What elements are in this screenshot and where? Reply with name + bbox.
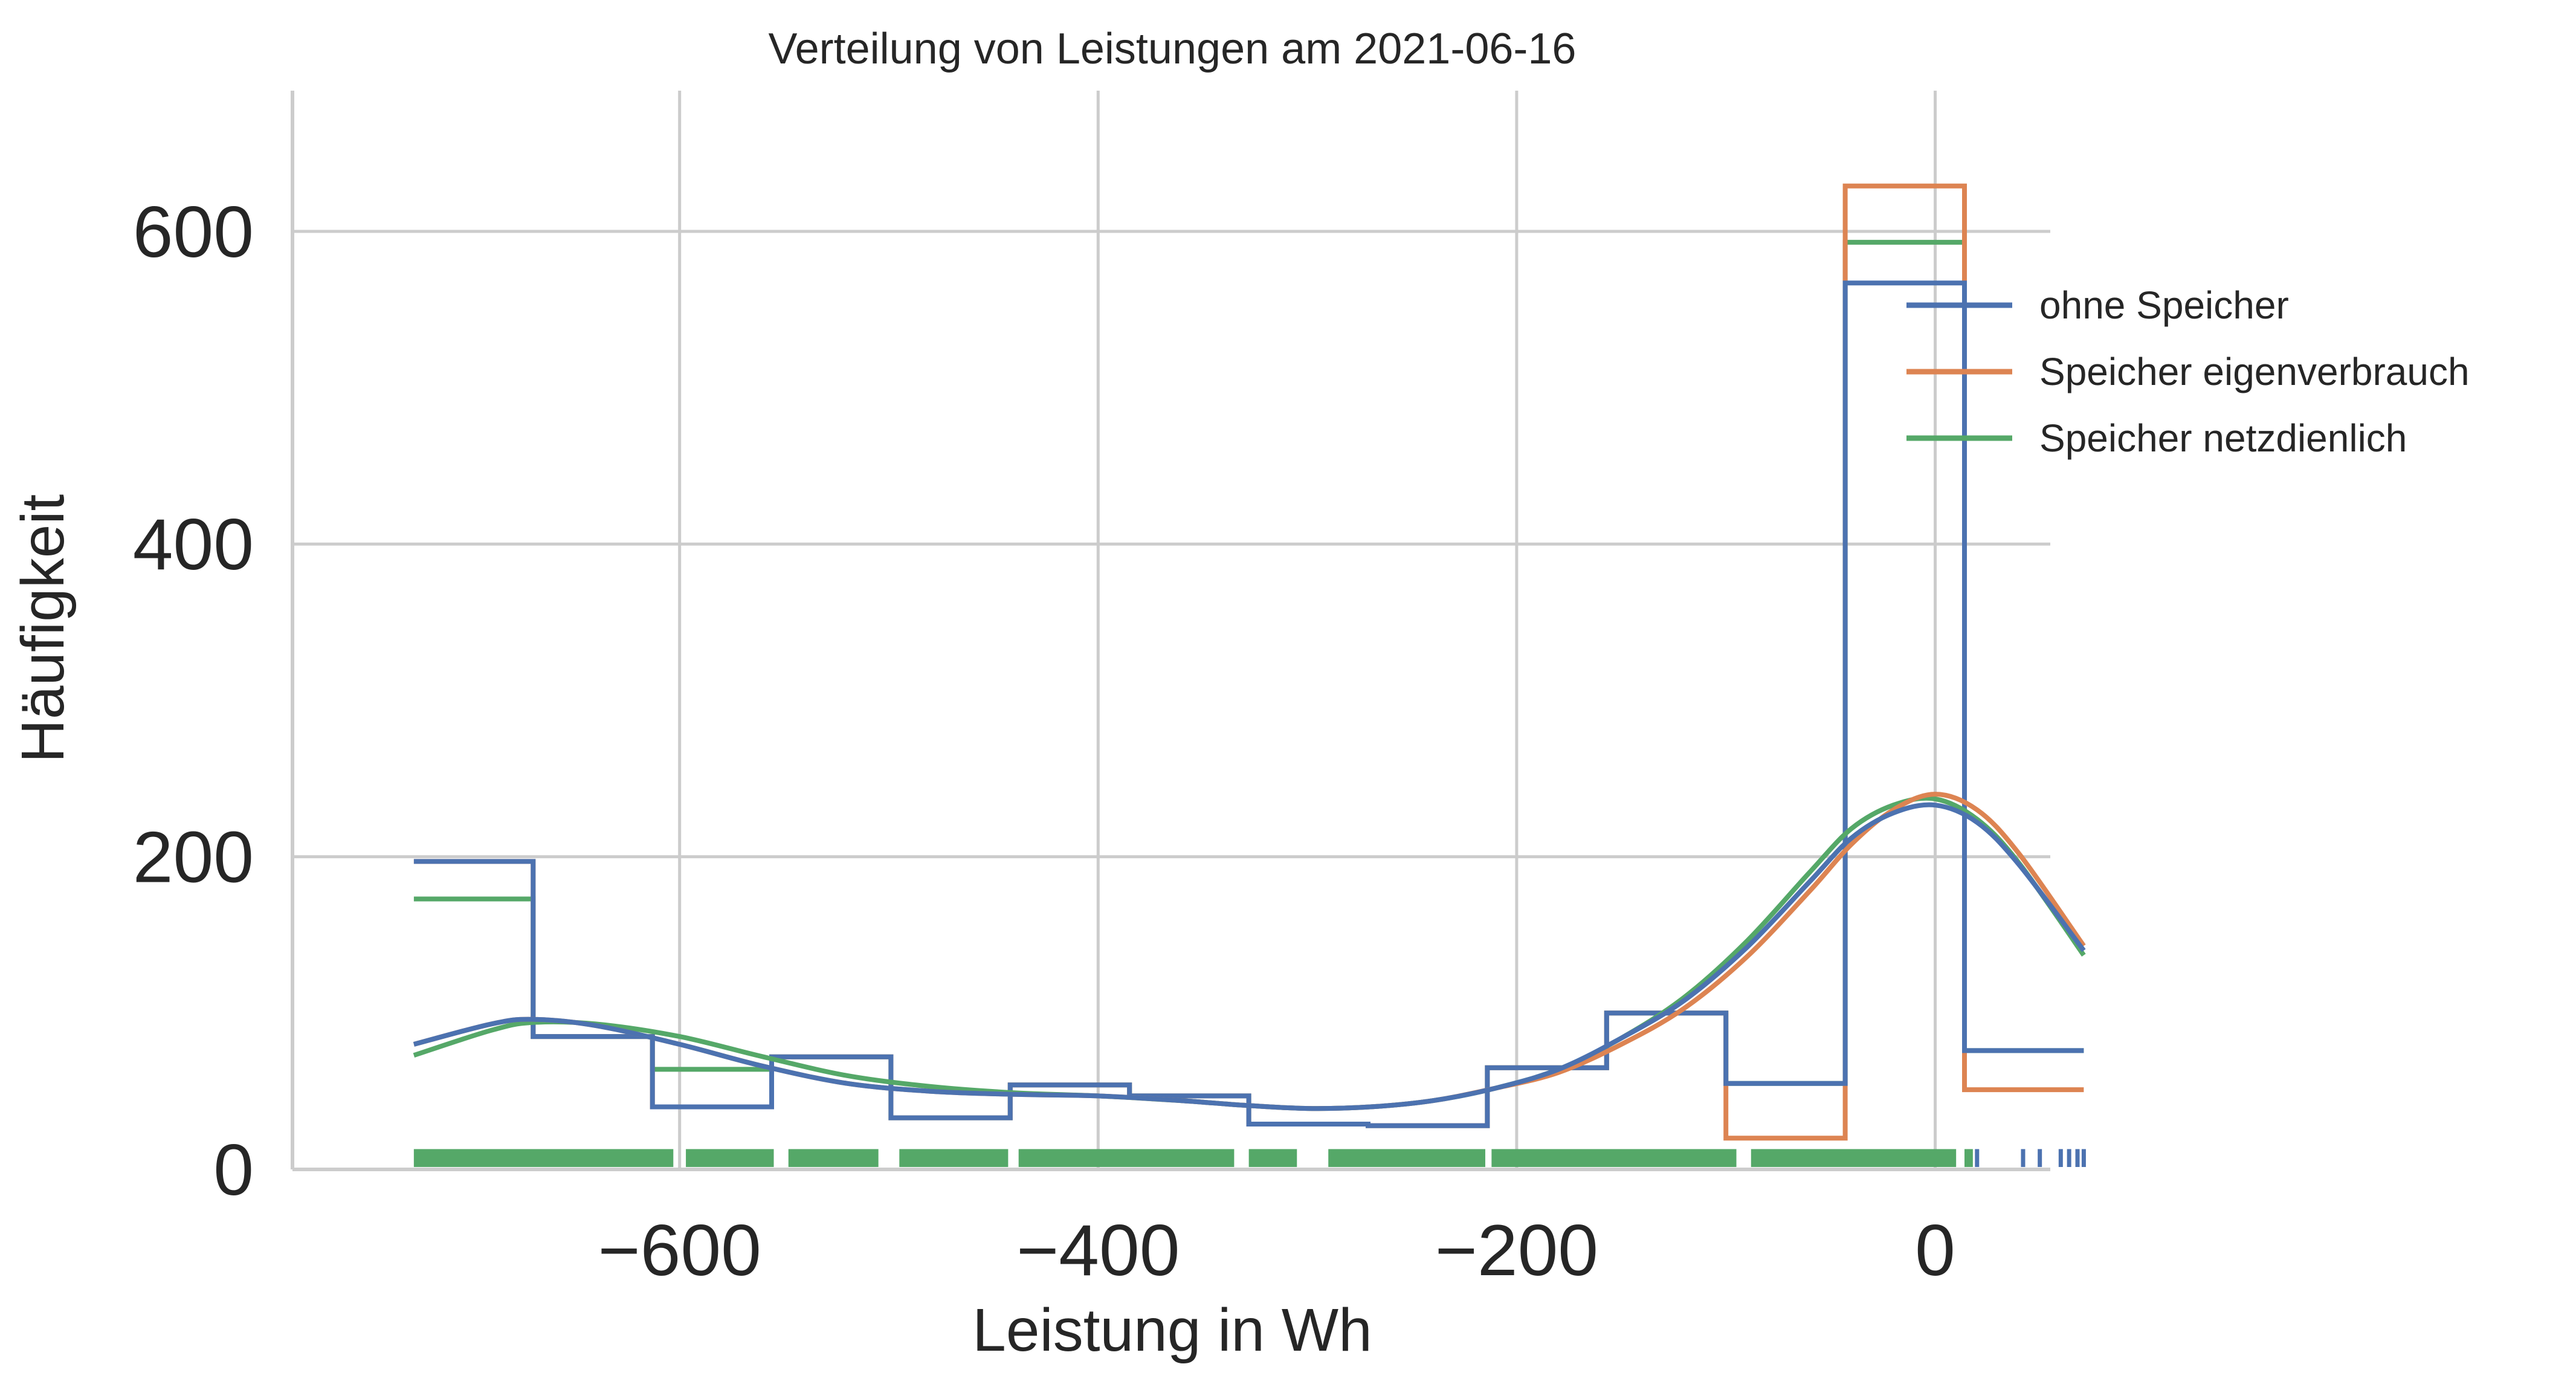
legend-label: Speicher netzdienlich — [2039, 416, 2407, 460]
rug-band — [1751, 1149, 1957, 1167]
hist-step-1 — [413, 183, 2084, 1141]
rug-band — [686, 1149, 774, 1167]
chart-title: Verteilung von Leistungen am 2021-06-16 — [769, 25, 1577, 73]
rug-band — [1491, 1149, 1737, 1167]
rug-band — [899, 1149, 1009, 1167]
kde-curves — [413, 792, 2086, 1111]
hist-step-0 — [413, 280, 2084, 1128]
y-tick-label: 600 — [133, 192, 254, 273]
legend: ohne Speicher Speicher eigenverbrauch Spei… — [1906, 283, 2470, 460]
axes — [291, 91, 2050, 1171]
y-tick-label: 400 — [133, 504, 254, 585]
rug-band — [1964, 1149, 1973, 1167]
kde-curve-0 — [413, 802, 2086, 1111]
x-tick-label: −600 — [598, 1210, 761, 1291]
histogram-steps — [413, 183, 2084, 1141]
x-tick-label: −400 — [1016, 1210, 1180, 1291]
rug-band — [413, 1149, 674, 1167]
grid-lines — [292, 91, 2050, 1169]
hist-step-2 — [413, 239, 2084, 1128]
rug-band — [1248, 1149, 1297, 1167]
legend-label: ohne Speicher — [2039, 283, 2289, 327]
rug-band — [1328, 1149, 1485, 1167]
y-tick-labels: 0 200 400 600 — [133, 192, 254, 1211]
legend-label: Speicher eigenverbrauch — [2039, 350, 2470, 393]
x-axis-label: Leistung in Wh — [972, 1296, 1372, 1364]
rug-band — [1018, 1149, 1235, 1167]
x-tick-labels: −600 −400 −200 0 — [598, 1210, 1955, 1291]
y-tick-label: 200 — [133, 817, 254, 898]
rug-plot — [413, 1149, 2086, 1167]
x-tick-label: 0 — [1915, 1210, 1955, 1291]
y-tick-label: 0 — [213, 1130, 254, 1211]
rug-band — [788, 1149, 879, 1167]
kde-curve-2 — [413, 795, 2086, 1111]
x-tick-label: −200 — [1435, 1210, 1598, 1291]
kde-curve-1 — [413, 792, 2086, 1111]
y-axis-label: Häufigkeit — [9, 494, 77, 763]
